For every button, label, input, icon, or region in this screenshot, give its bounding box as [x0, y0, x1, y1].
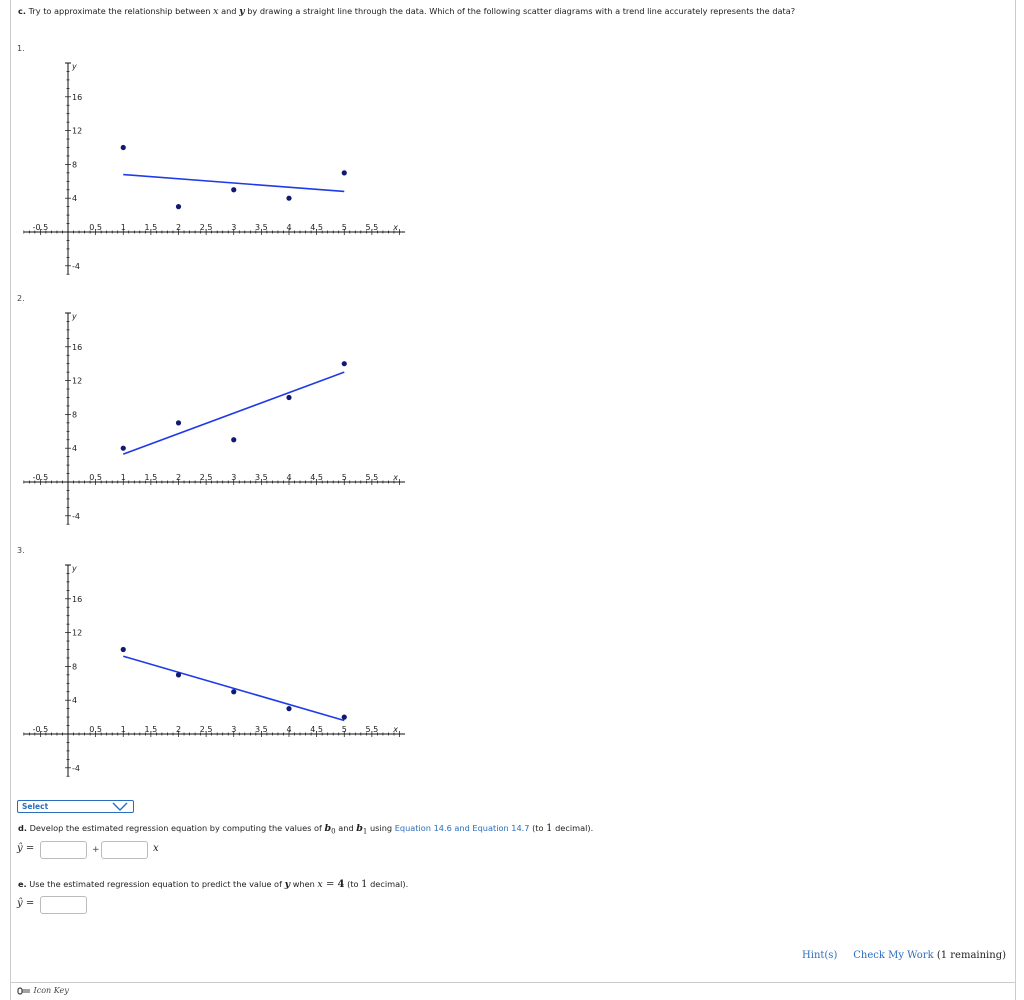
svg-text:8: 8 — [72, 410, 77, 419]
svg-text:-0.5: -0.5 — [33, 223, 49, 232]
svg-text:2.5: 2.5 — [200, 473, 213, 482]
svg-text:5: 5 — [342, 223, 347, 232]
svg-text:2.5: 2.5 — [200, 725, 213, 734]
svg-text:5: 5 — [342, 473, 347, 482]
hints-link[interactable]: Hint(s) — [802, 950, 838, 961]
svg-text:4.5: 4.5 — [310, 725, 323, 734]
svg-text:1.5: 1.5 — [145, 223, 158, 232]
option-2-label: 2. — [17, 294, 25, 303]
svg-text:2.5: 2.5 — [200, 223, 213, 232]
svg-text:x: x — [392, 725, 398, 734]
svg-text:16: 16 — [72, 93, 82, 102]
option-3-label: 3. — [17, 546, 25, 555]
svg-text:4: 4 — [286, 725, 291, 734]
svg-text:y: y — [71, 564, 77, 573]
svg-text:16: 16 — [72, 595, 82, 604]
svg-text:1: 1 — [121, 725, 126, 734]
question-e-text: e. Use the estimated regression equation… — [18, 879, 409, 890]
svg-text:8: 8 — [72, 662, 77, 671]
svg-text:3: 3 — [231, 725, 236, 734]
svg-text:-0.5: -0.5 — [33, 473, 49, 482]
svg-text:2: 2 — [176, 725, 181, 734]
svg-text:0.5: 0.5 — [89, 223, 102, 232]
yhat-label-d: ŷ = — [17, 843, 35, 854]
svg-text:12: 12 — [72, 377, 82, 386]
svg-text:1.5: 1.5 — [145, 473, 158, 482]
svg-text:x: x — [392, 473, 398, 482]
svg-text:12: 12 — [72, 629, 82, 638]
select-label: Select — [22, 802, 49, 811]
option-1-label: 1. — [17, 44, 25, 53]
question-panel — [10, 0, 1016, 1000]
svg-text:5: 5 — [342, 725, 347, 734]
svg-text:-4: -4 — [72, 764, 80, 773]
x-variable: x — [153, 843, 159, 854]
svg-text:4: 4 — [72, 696, 77, 705]
svg-text:y: y — [71, 62, 77, 71]
svg-text:5.5: 5.5 — [366, 473, 379, 482]
svg-text:1.5: 1.5 — [145, 725, 158, 734]
svg-text:-4: -4 — [72, 512, 80, 521]
question-c-text: c. Try to approximate the relationship b… — [18, 6, 796, 17]
key-icon — [17, 987, 30, 995]
check-my-work-link[interactable]: Check My Work — [853, 950, 934, 961]
footer-divider — [11, 982, 1015, 983]
svg-text:4: 4 — [72, 194, 77, 203]
svg-text:4: 4 — [72, 444, 77, 453]
icon-key[interactable]: Icon Key — [17, 986, 69, 995]
scatter-plot-1: -0.5 0.5 1 1.5 2 2.5 3 3.5 4 4.5 5 5.5 16 12 8 4 -4 x y — [23, 62, 406, 275]
svg-text:3.5: 3.5 — [255, 725, 268, 734]
svg-text:0.5: 0.5 — [89, 473, 102, 482]
b0-input[interactable] — [40, 841, 87, 859]
svg-text:4.5: 4.5 — [310, 223, 323, 232]
svg-text:5.5: 5.5 — [366, 223, 379, 232]
svg-text:-0.5: -0.5 — [33, 725, 49, 734]
svg-text:2: 2 — [176, 223, 181, 232]
svg-text:3: 3 — [231, 473, 236, 482]
svg-text:x: x — [392, 223, 398, 232]
svg-text:3.5: 3.5 — [255, 223, 268, 232]
chevron-down-icon — [112, 802, 128, 811]
svg-text:y: y — [71, 312, 77, 321]
svg-text:4: 4 — [286, 473, 291, 482]
svg-text:4: 4 — [286, 223, 291, 232]
remaining-count: (1 remaining) — [936, 950, 1006, 961]
svg-text:-4: -4 — [72, 262, 80, 271]
svg-text:8: 8 — [72, 160, 77, 169]
scatter-plot-2: -0.5 0.5 1 1.5 2 2.5 3 3.5 4 4.5 5 5.5 16 12 8 4 -4 x y — [23, 312, 406, 525]
svg-text:3: 3 — [231, 223, 236, 232]
plus-sign: + — [92, 845, 100, 855]
svg-text:2: 2 — [176, 473, 181, 482]
svg-text:12: 12 — [72, 127, 82, 136]
svg-text:1: 1 — [121, 473, 126, 482]
svg-text:4.5: 4.5 — [310, 473, 323, 482]
svg-text:1: 1 — [121, 223, 126, 232]
scatter-plot-3: -0.5 0.5 1 1.5 2 2.5 3 3.5 4 4.5 5 5.5 16 12 8 4 -4 x y — [23, 564, 406, 777]
question-d-text: d. Develop the estimated regression equa… — [18, 823, 594, 836]
b1-input[interactable] — [101, 841, 148, 859]
equation-link[interactable]: Equation 14.6 and Equation 14.7 — [394, 823, 530, 833]
svg-text:16: 16 — [72, 343, 82, 352]
svg-text:0.5: 0.5 — [89, 725, 102, 734]
footer-actions: Hint(s) Check My Work (1 remaining) — [802, 950, 1006, 961]
svg-text:3.5: 3.5 — [255, 473, 268, 482]
svg-text:5.5: 5.5 — [366, 725, 379, 734]
yhat-label-e: ŷ = — [17, 898, 35, 909]
answer-select-dropdown[interactable]: Select — [17, 800, 134, 813]
prediction-input[interactable] — [40, 896, 87, 914]
